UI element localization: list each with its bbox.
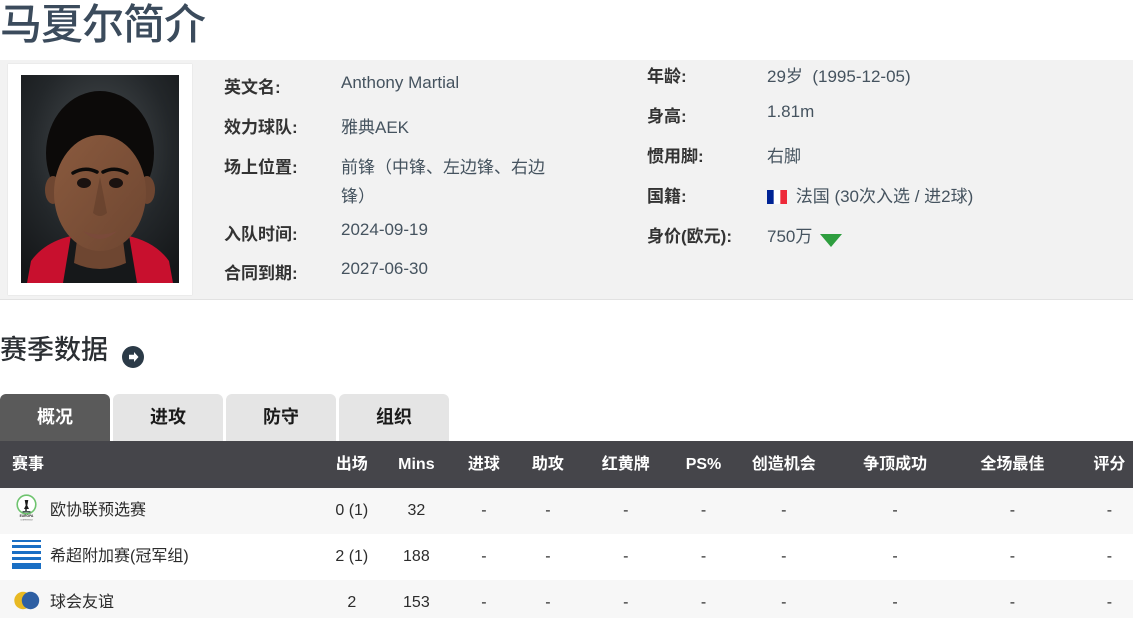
svg-text:CONFERENCE: CONFERENCE <box>20 519 33 521</box>
svg-text:EUROPA: EUROPA <box>20 514 34 518</box>
